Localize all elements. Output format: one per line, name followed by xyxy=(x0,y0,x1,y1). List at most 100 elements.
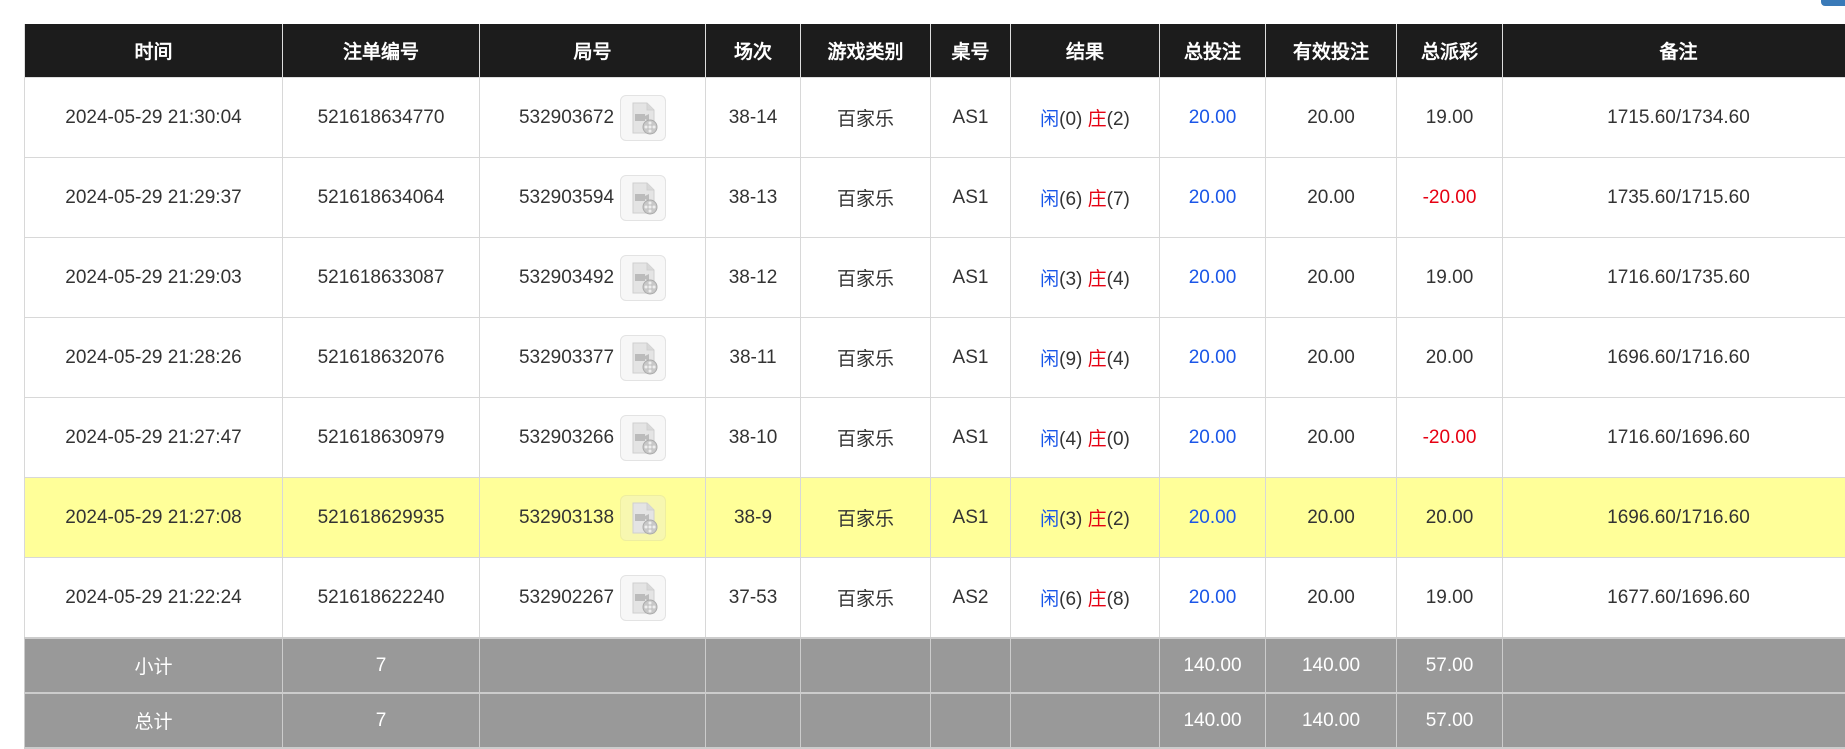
cell-game-type: 百家乐 xyxy=(801,478,931,558)
time-text: 2024-05-29 21:29:37 xyxy=(65,187,241,208)
player-score: (6) xyxy=(1059,189,1082,210)
empty-cell xyxy=(706,693,801,748)
banker-score: (8) xyxy=(1107,589,1130,610)
summary-label: 总计 xyxy=(25,693,283,748)
round-text: 532903377 xyxy=(519,347,614,369)
session-text: 38-10 xyxy=(729,427,778,448)
game-type-text: 百家乐 xyxy=(837,349,894,370)
cell-time: 2024-05-29 21:27:08 xyxy=(25,478,283,558)
summary-total-bet: 140.00 xyxy=(1160,638,1266,693)
top-right-button[interactable] xyxy=(1821,0,1845,6)
header-game-type: 游戏类别 xyxy=(801,24,931,78)
table-no-text: AS1 xyxy=(953,267,989,288)
cell-table-no: AS1 xyxy=(931,398,1011,478)
header-result: 结果 xyxy=(1011,24,1160,78)
cell-total-bet: 20.00 xyxy=(1160,238,1266,318)
summary-payout: 57.00 xyxy=(1397,638,1503,693)
video-file-icon[interactable] xyxy=(620,95,666,141)
round-text: 532903138 xyxy=(519,507,614,529)
header-time: 时间 xyxy=(25,24,283,78)
cell-bet-id: 521618632076 xyxy=(283,318,480,398)
player-score: (3) xyxy=(1059,269,1082,290)
video-file-icon[interactable] xyxy=(620,255,666,301)
cell-session: 38-14 xyxy=(706,78,801,158)
banker-label: 庄 xyxy=(1088,589,1107,610)
banker-score: (2) xyxy=(1107,509,1130,530)
player-label: 闲 xyxy=(1040,189,1059,210)
total-bet-text: 20.00 xyxy=(1189,267,1237,288)
cell-result: 闲(6) 庄(8) xyxy=(1011,558,1160,639)
video-file-icon[interactable] xyxy=(620,575,666,621)
table-row: 2024-05-29 21:27:08 521618629935 532903138… xyxy=(25,478,1845,558)
player-label: 闲 xyxy=(1040,109,1059,130)
cell-bet-id: 521618622240 xyxy=(283,558,480,639)
round-text: 532903266 xyxy=(519,427,614,449)
banker-label: 庄 xyxy=(1088,189,1107,210)
valid-bet-text: 20.00 xyxy=(1307,347,1355,368)
note-text: 1696.60/1716.60 xyxy=(1607,347,1750,368)
session-text: 38-9 xyxy=(734,507,772,528)
cell-note: 1716.60/1735.60 xyxy=(1503,238,1845,318)
video-file-icon[interactable] xyxy=(620,415,666,461)
cell-valid-bet: 20.00 xyxy=(1266,318,1397,398)
cell-total-bet: 20.00 xyxy=(1160,318,1266,398)
bet-records-table: 时间注单编号局号场次游戏类别桌号结果总投注有效投注总派彩备注 2024-05-2… xyxy=(24,24,1845,749)
round-text: 532903492 xyxy=(519,267,614,289)
round-text: 532903672 xyxy=(519,107,614,129)
table-no-text: AS1 xyxy=(953,507,989,528)
banker-score: (4) xyxy=(1107,269,1130,290)
note-text: 1735.60/1715.60 xyxy=(1607,187,1750,208)
valid-bet-text: 20.00 xyxy=(1307,267,1355,288)
session-text: 37-53 xyxy=(729,587,778,608)
cell-round: 532903266 xyxy=(480,398,706,478)
cell-game-type: 百家乐 xyxy=(801,78,931,158)
game-type-text: 百家乐 xyxy=(837,589,894,610)
video-file-icon[interactable] xyxy=(620,335,666,381)
cell-payout: 20.00 xyxy=(1397,318,1503,398)
cell-note: 1677.60/1696.60 xyxy=(1503,558,1845,639)
video-file-icon[interactable] xyxy=(620,495,666,541)
payout-text: 19.00 xyxy=(1426,267,1474,288)
cell-time: 2024-05-29 21:29:37 xyxy=(25,158,283,238)
cell-game-type: 百家乐 xyxy=(801,238,931,318)
summary-valid-bet-text: 140.00 xyxy=(1302,655,1360,676)
note-text: 1716.60/1696.60 xyxy=(1607,427,1750,448)
cell-round: 532903377 xyxy=(480,318,706,398)
player-score: (4) xyxy=(1059,429,1082,450)
table-no-text: AS1 xyxy=(953,427,989,448)
summary-valid-bet: 140.00 xyxy=(1266,638,1397,693)
table-no-text: AS1 xyxy=(953,107,989,128)
cell-game-type: 百家乐 xyxy=(801,558,931,639)
cell-table-no: AS1 xyxy=(931,238,1011,318)
cell-session: 38-13 xyxy=(706,158,801,238)
bet-id-text: 521618629935 xyxy=(318,507,445,528)
cell-result: 闲(6) 庄(7) xyxy=(1011,158,1160,238)
cell-table-no: AS1 xyxy=(931,318,1011,398)
cell-session: 38-9 xyxy=(706,478,801,558)
game-type-text: 百家乐 xyxy=(837,109,894,130)
payout-text: 19.00 xyxy=(1426,107,1474,128)
time-text: 2024-05-29 21:27:08 xyxy=(65,507,241,528)
cell-payout: 19.00 xyxy=(1397,238,1503,318)
game-type-text: 百家乐 xyxy=(837,269,894,290)
player-score: (6) xyxy=(1059,589,1082,610)
payout-text: 20.00 xyxy=(1426,347,1474,368)
summary-total-bet-text: 140.00 xyxy=(1183,655,1241,676)
banker-score: (0) xyxy=(1107,429,1130,450)
cell-payout: 20.00 xyxy=(1397,478,1503,558)
cell-table-no: AS2 xyxy=(931,558,1011,639)
empty-cell xyxy=(1011,638,1160,693)
cell-bet-id: 521618630979 xyxy=(283,398,480,478)
cell-result: 闲(3) 庄(2) xyxy=(1011,478,1160,558)
valid-bet-text: 20.00 xyxy=(1307,427,1355,448)
cell-time: 2024-05-29 21:29:03 xyxy=(25,238,283,318)
header-round: 局号 xyxy=(480,24,706,78)
player-label: 闲 xyxy=(1040,269,1059,290)
player-score: (0) xyxy=(1059,109,1082,130)
summary-label-text: 小计 xyxy=(134,657,172,678)
video-file-icon[interactable] xyxy=(620,175,666,221)
header-bet-id: 注单编号 xyxy=(283,24,480,78)
empty-cell xyxy=(480,638,706,693)
